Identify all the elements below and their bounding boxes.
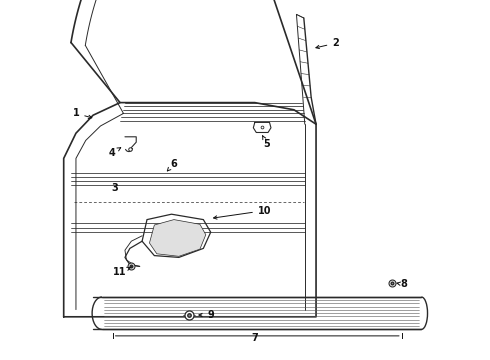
Text: 5: 5: [263, 136, 270, 149]
Text: 11: 11: [113, 267, 130, 277]
Text: 2: 2: [316, 38, 339, 49]
Text: 8: 8: [397, 279, 408, 289]
Text: 6: 6: [167, 159, 177, 171]
Text: 9: 9: [199, 310, 214, 320]
Text: 7: 7: [251, 333, 258, 343]
Polygon shape: [149, 220, 206, 256]
Text: 10: 10: [214, 206, 271, 219]
Text: 3: 3: [112, 183, 119, 193]
Text: 1: 1: [73, 108, 92, 118]
Text: 4: 4: [108, 148, 121, 158]
